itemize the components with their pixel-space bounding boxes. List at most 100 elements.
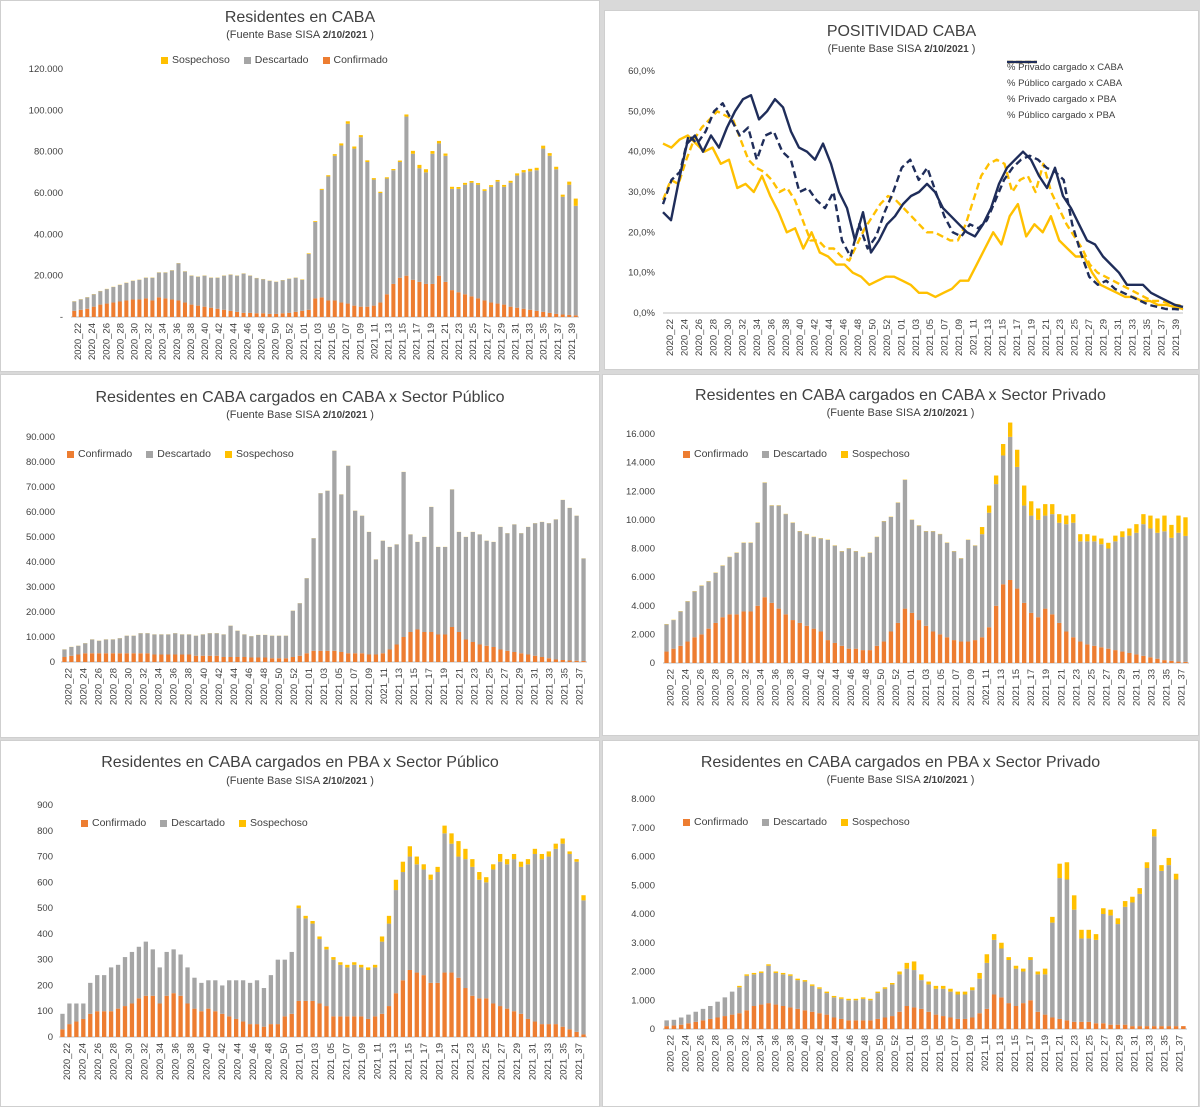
chart-legend: Confirmado Descartado Sospechoso xyxy=(67,448,294,460)
bar-descartado xyxy=(916,525,922,621)
bar-descartado xyxy=(518,866,524,1014)
bar-descartado xyxy=(860,557,866,651)
bar-descartado xyxy=(744,975,749,1011)
y-tick-label: 1.000 xyxy=(631,995,655,1006)
bar-descartado xyxy=(241,273,246,313)
bar-confirmado xyxy=(96,653,102,662)
legend-swatch xyxy=(81,819,88,827)
legend-item-descartado: Descartado xyxy=(243,54,309,66)
x-tick-label: 2020_36 xyxy=(169,668,180,705)
bar-confirmado xyxy=(193,655,199,662)
y-tick-label: 60.000 xyxy=(34,188,63,199)
bar-descartado xyxy=(83,643,88,654)
bar-sospechoso xyxy=(984,954,990,963)
bar-descartado xyxy=(72,301,77,311)
bar-confirmado xyxy=(95,1011,100,1037)
x-tick-label: 2021_27 xyxy=(499,668,510,705)
y-tick-label: 10.000 xyxy=(26,632,55,643)
bar-sospechoso xyxy=(436,140,441,144)
x-tick-label: 2020_50 xyxy=(271,323,282,360)
bar-descartado xyxy=(1013,968,1019,1006)
bar-sospechoso xyxy=(1079,929,1084,939)
bar-sospechoso xyxy=(970,987,975,991)
bar-confirmado xyxy=(1057,622,1062,663)
bar-sospechoso xyxy=(508,180,513,183)
x-tick-label: 2020_40 xyxy=(801,669,812,706)
bar-descartado xyxy=(378,193,383,303)
bar-confirmado xyxy=(776,608,781,663)
bar-sospechoso xyxy=(737,985,742,988)
bar-confirmado xyxy=(386,1006,392,1037)
bar-sospechoso xyxy=(940,985,946,989)
bar-confirmado xyxy=(422,632,427,662)
bar-confirmado xyxy=(345,303,350,317)
bar-confirmado xyxy=(276,658,282,662)
x-tick-label: 2021_05 xyxy=(925,319,936,356)
bar-sospechoso xyxy=(1064,515,1069,525)
bar-confirmado xyxy=(352,1016,357,1037)
bar-descartado xyxy=(67,1003,72,1025)
legend-label: Sospechoso xyxy=(235,448,294,460)
bar-confirmado xyxy=(881,641,887,663)
x-tick-label: 2020_48 xyxy=(861,669,872,706)
bar-descartado xyxy=(1079,938,1084,1022)
bar-confirmado xyxy=(470,642,475,662)
x-tick-label: 2020_44 xyxy=(233,1043,244,1080)
legend-swatch xyxy=(683,450,690,458)
chart-panel-pba-privado: Residentes en CABA cargados en PBA x Sec… xyxy=(602,740,1199,1107)
y-tick-label: 50,0% xyxy=(628,106,655,117)
x-tick-label: 2021_11 xyxy=(980,1035,991,1071)
bar-confirmado xyxy=(686,1023,691,1029)
bar-confirmado xyxy=(227,1016,232,1037)
y-tick-label: 0 xyxy=(650,1024,655,1035)
chart-svg: 0,0% 10,0% 20,0% 30,0% 40,0% 50,0% 60,0% 2020_2… xyxy=(628,66,1184,356)
bar-descartado xyxy=(442,547,448,635)
x-tick-label: 2021_01 xyxy=(299,323,310,360)
bar-confirmado xyxy=(916,620,922,663)
x-tick-label: 2020_34 xyxy=(755,1035,766,1072)
bar-descartado xyxy=(751,974,757,1006)
bar-descartado xyxy=(1006,960,1011,1004)
bar-confirmado xyxy=(1144,1026,1150,1029)
chart-panel-residentes-caba: Residentes en CABA (Fuente Base SISA 2/1… xyxy=(0,0,600,372)
bar-sospechoso xyxy=(477,872,482,880)
bar-descartado xyxy=(1000,455,1006,585)
legend-item-sospechoso: Sospechoso xyxy=(238,817,308,829)
legend-swatch xyxy=(224,450,232,458)
bar-sospechoso xyxy=(553,843,558,849)
x-tick-label: 2020_36 xyxy=(766,319,777,356)
x-tick-label: 2020_32 xyxy=(737,319,748,356)
bar-confirmado xyxy=(88,1013,93,1037)
bar-descartado xyxy=(303,918,308,1001)
bar-descartado xyxy=(247,982,253,1025)
bar-descartado xyxy=(401,472,406,637)
bar-confirmado xyxy=(117,301,122,317)
bar-descartado xyxy=(984,962,990,1009)
x-tick-label: 2020_26 xyxy=(694,319,705,356)
bar-confirmado xyxy=(1151,1026,1157,1029)
bar-descartado xyxy=(706,581,711,629)
y-tick-label: 40.000 xyxy=(26,557,55,568)
chart-svg: 0 2.000 4.000 6.000 8.000 10.000 12.000 14.000 1… xyxy=(626,422,1189,706)
x-tick-label: 2020_42 xyxy=(214,668,225,705)
bar-confirmado xyxy=(930,631,936,663)
bar-descartado xyxy=(404,116,409,276)
bar-confirmado xyxy=(111,302,116,317)
bar-descartado xyxy=(220,985,225,1014)
bar-descartado xyxy=(268,975,274,1025)
bar-confirmado xyxy=(1092,645,1097,663)
x-tick-label: 2020_32 xyxy=(741,669,752,706)
legend-swatch xyxy=(161,56,168,64)
chart-subtitle: (Fuente Base SISA 2/10/2021 ) xyxy=(826,774,975,786)
bar-descartado xyxy=(166,634,171,655)
x-tick-label: 2021_17 xyxy=(412,323,423,360)
bar-descartado xyxy=(463,537,469,640)
bar-sospechoso xyxy=(391,169,396,171)
bar-confirmado xyxy=(407,969,412,1037)
bar-sospechoso xyxy=(875,991,880,994)
x-tick-label: 2020_26 xyxy=(695,1035,706,1072)
bar-confirmado xyxy=(443,281,448,317)
x-tick-label: 2020_48 xyxy=(264,1043,275,1080)
bar-descartado xyxy=(546,856,551,1025)
bar-descartado xyxy=(88,982,93,1014)
